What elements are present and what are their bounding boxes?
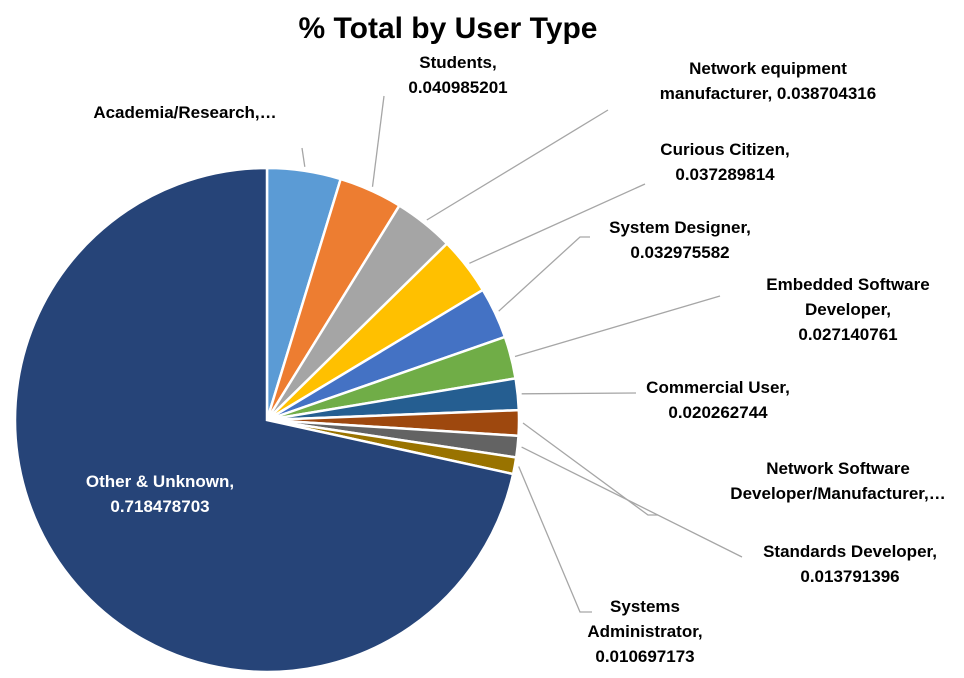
slice-label-line: 0.027140761 [798, 325, 897, 344]
chart-title: % Total by User Type [299, 12, 598, 45]
slice-label-line: 0.037289814 [675, 165, 775, 184]
slice-label-line: Academia/Research,… [93, 103, 276, 122]
slice-label-line: 0.040985201 [408, 78, 507, 97]
slice-label-line: 0.010697173 [595, 647, 694, 666]
leader-line-3 [426, 109, 609, 221]
leader-line-4 [469, 183, 646, 264]
leader-line-6 [514, 295, 721, 358]
slice-label-line: Standards Developer, [763, 542, 937, 561]
slice-label-line: Other & Unknown, [86, 472, 234, 491]
slice-label-4: Curious Citizen, 0.037289814 [660, 140, 789, 184]
pie-slice-11 [13, 166, 515, 674]
slice-label-11: Other & Unknown, 0.718478703 [86, 472, 234, 516]
leader-line-10 [518, 466, 592, 613]
slice-label-line: 0.718478703 [110, 497, 209, 516]
slice-label-8: Network Software Developer/Manufacturer,… [730, 459, 945, 503]
slice-label-9: Standards Developer, 0.013791396 [763, 542, 937, 586]
slice-label-line: 0.013791396 [800, 567, 899, 586]
slice-label-line: Administrator, [587, 622, 702, 641]
slice-label-line: Developer, [805, 300, 891, 319]
leader-line-7 [521, 392, 637, 395]
slice-label-line: Embedded Software [766, 275, 929, 294]
slice-labels: Academia/Research,… Students, 0.040985201 N… [86, 53, 946, 666]
slice-label-line: Students, [419, 53, 496, 72]
slice-label-line: Network Software [766, 459, 910, 478]
slice-label-line: Network equipment [689, 59, 847, 78]
slice-label-1: Academia/Research,… [93, 103, 276, 122]
slice-label-7: Commercial User, 0.020262744 [646, 378, 790, 422]
leader-line-8 [522, 422, 658, 516]
slice-label-line: System Designer, [609, 218, 751, 237]
leader-line-2 [371, 95, 385, 187]
slice-label-10: Systems Administrator, 0.010697173 [587, 597, 702, 666]
slice-label-line: Curious Citizen, [660, 140, 789, 159]
slice-label-line: Systems [610, 597, 680, 616]
slice-label-5: System Designer, 0.032975582 [609, 218, 751, 262]
leader-lines [301, 95, 743, 613]
slice-label-line: manufacturer, 0.038704316 [660, 84, 876, 103]
slice-label-line: 0.032975582 [630, 243, 729, 262]
slice-label-2: Students, 0.040985201 [408, 53, 507, 97]
slice-label-line: Commercial User, [646, 378, 790, 397]
leader-line-9 [521, 446, 743, 558]
slice-label-3: Network equipment manufacturer, 0.0387043… [660, 59, 876, 103]
slice-label-line: Developer/Manufacturer,… [730, 484, 945, 503]
slice-label-line: 0.020262744 [668, 403, 768, 422]
pie-slices [13, 166, 521, 674]
leader-line-1 [301, 147, 306, 167]
slice-label-6: Embedded Software Developer, 0.027140761 [766, 275, 929, 344]
leader-line-5 [498, 236, 590, 312]
